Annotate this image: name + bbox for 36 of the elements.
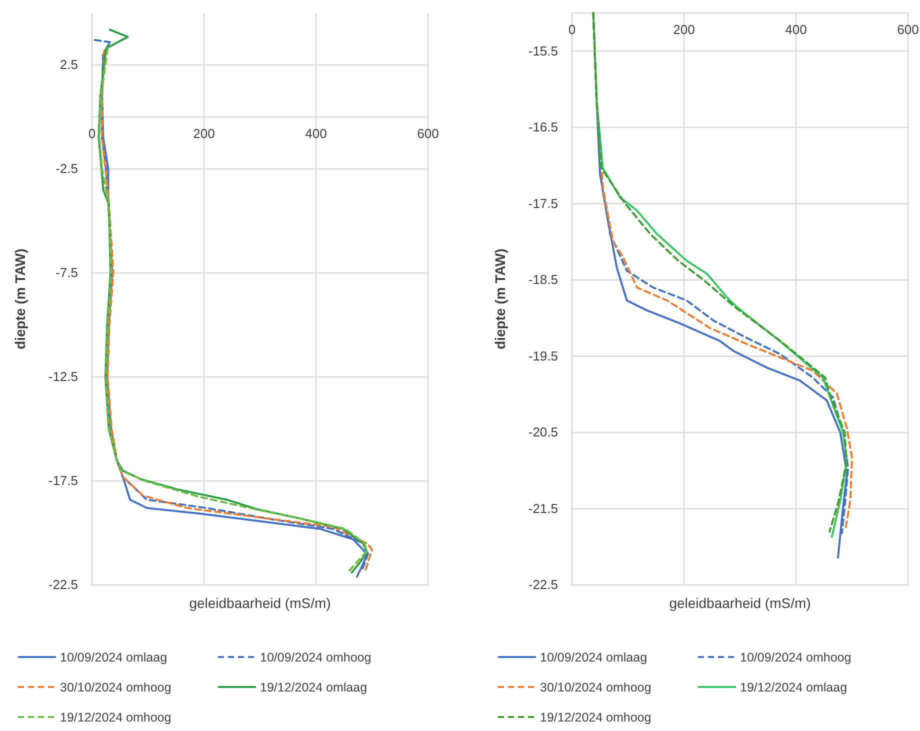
x-tick-label: 0 [568, 22, 576, 38]
legend-label: 10/09/2024 omhoog [260, 650, 372, 664]
y-tick-label: -2.5 [56, 161, 78, 176]
y-tick-label: -17.5 [48, 473, 78, 488]
legend-label: 30/10/2024 omhoog [60, 680, 172, 694]
y-tick-label: -18.5 [528, 272, 558, 288]
x-tick-label: 600 [897, 22, 919, 38]
x-tick-label: 400 [305, 126, 327, 142]
y-tick-label: -16.5 [528, 120, 558, 135]
legend-label: 19/12/2024 omhoog [60, 710, 172, 724]
legend-label: 19/12/2024 omlaag [740, 680, 848, 694]
y-tick-label: -12.5 [48, 369, 78, 384]
y-tick-label: 2.5 [60, 57, 78, 72]
y-tick-label: -22.5 [48, 577, 78, 592]
x-tick-label: 200 [673, 22, 695, 38]
x-tick-label: 200 [193, 126, 215, 142]
x-axis-title: geleidbaarheid (mS/m) [189, 595, 331, 611]
y-tick-label: -20.5 [528, 424, 558, 440]
y-tick-label: -22.5 [528, 577, 558, 592]
y-tick-label: -21.5 [528, 500, 558, 516]
legend-label: 10/09/2024 omlaag [540, 650, 648, 664]
y-tick-label: -17.5 [528, 196, 558, 211]
x-tick-label: 400 [785, 22, 807, 38]
y-tick-label: -15.5 [528, 43, 558, 58]
legend-label: 10/09/2024 omlaag [60, 650, 168, 664]
legend-label: 10/09/2024 omhoog [740, 650, 852, 664]
legend-label: 30/10/2024 omhoog [540, 680, 652, 694]
y-tick-label: -7.5 [56, 265, 78, 280]
x-axis-title: geleidbaarheid (mS/m) [669, 595, 811, 611]
legend-label: 19/12/2024 omlaag [260, 680, 368, 694]
y-axis-title: diepte (m TAW) [492, 248, 508, 350]
y-axis-title: diepte (m TAW) [12, 248, 28, 350]
y-tick-label: -19.5 [528, 348, 558, 364]
x-tick-label: 600 [417, 126, 439, 142]
x-tick-label: 0 [88, 126, 96, 142]
legend-label: 19/12/2024 omhoog [540, 710, 652, 724]
